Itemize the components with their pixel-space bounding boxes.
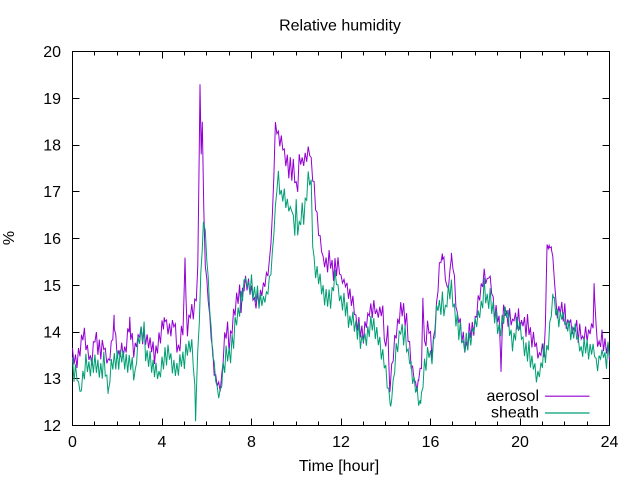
svg-text:8: 8 [247, 434, 256, 451]
svg-text:4: 4 [158, 434, 167, 451]
svg-text:14: 14 [43, 325, 61, 342]
svg-text:Relative humidity: Relative humidity [279, 18, 401, 35]
svg-text:%: % [1, 231, 18, 245]
svg-text:sheath: sheath [491, 405, 539, 422]
svg-text:12: 12 [43, 418, 61, 435]
svg-text:Time [hour]: Time [hour] [299, 458, 379, 475]
svg-text:15: 15 [43, 278, 61, 295]
svg-text:0: 0 [68, 434, 77, 451]
svg-text:12: 12 [332, 434, 350, 451]
svg-text:16: 16 [43, 231, 61, 248]
svg-text:20: 20 [511, 434, 529, 451]
svg-text:24: 24 [601, 434, 619, 451]
svg-text:18: 18 [43, 138, 61, 155]
svg-text:17: 17 [43, 184, 61, 201]
svg-text:19: 19 [43, 91, 61, 108]
svg-text:20: 20 [43, 44, 61, 61]
svg-text:13: 13 [43, 371, 61, 388]
svg-text:16: 16 [422, 434, 440, 451]
svg-text:aerosol: aerosol [487, 388, 539, 405]
